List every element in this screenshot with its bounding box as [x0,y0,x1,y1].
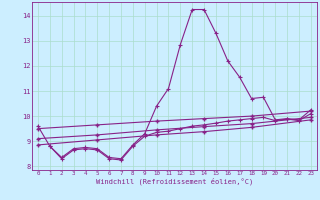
X-axis label: Windchill (Refroidissement éolien,°C): Windchill (Refroidissement éolien,°C) [96,178,253,185]
